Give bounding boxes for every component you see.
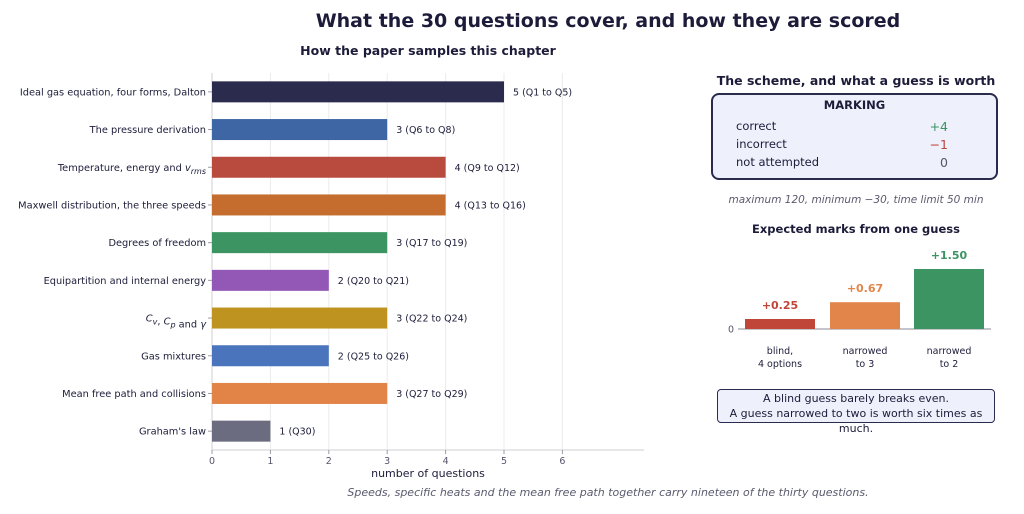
bar-value-label: 3 (Q27 to Q29) (396, 389, 467, 400)
scheme-limits: maximum 120, minimum −30, time limit 50 … (728, 194, 984, 206)
guess-note-line2: A guess narrowed to two is worth six tim… (729, 407, 983, 435)
bar-value-label: 5 (Q1 to Q5) (513, 87, 572, 98)
bar (212, 307, 388, 329)
footer-note: Speeds, specific heats and the mean free… (347, 486, 869, 499)
guess-category-label: to 3 (856, 359, 875, 370)
category-label: Mean free path and collisions (62, 389, 206, 400)
guess-bar (830, 302, 900, 329)
category-label: Maxwell distribution, the three speeds (18, 200, 206, 211)
bar (212, 119, 388, 141)
category-label: Equipartition and internal energy (44, 276, 207, 287)
x-tick-label: 6 (559, 456, 565, 467)
guess-value-label: +0.25 (762, 299, 798, 312)
guess-category-label: narrowed (843, 346, 888, 357)
category-label: Gas mixtures (141, 351, 206, 362)
category-label: The pressure derivation (89, 125, 206, 136)
category-label: Temperature, energy and vrms (57, 163, 206, 176)
guess-value-label: +1.50 (931, 249, 968, 262)
page-title: What the 30 questions cover, and how the… (315, 10, 901, 32)
marking-label: not attempted (736, 155, 820, 169)
bar (212, 345, 329, 367)
guess-category-label: blind, (767, 346, 793, 357)
x-axis-label: number of questions (371, 467, 485, 480)
marking-box: MARKING correct +4 incorrect −1 not atte… (711, 93, 998, 180)
guess-value-label: +0.67 (847, 282, 883, 295)
category-label: Cv, Cp and γ (146, 314, 207, 331)
bar-value-label: 3 (Q22 to Q24) (396, 314, 467, 325)
marking-label: correct (736, 119, 777, 133)
coverage-bar-chart: How the paper samples this chapter 0 1 2 3 4 5… (18, 43, 644, 480)
x-tick-label: 2 (326, 456, 332, 467)
marking-value: 0 (940, 155, 948, 170)
bar-value-label: 3 (Q17 to Q19) (396, 238, 467, 249)
x-tick-label: 4 (443, 456, 449, 467)
x-tick-label: 0 (209, 456, 215, 467)
category-label: Graham's law (139, 427, 206, 438)
y-tick-label: 0 (728, 325, 734, 336)
marking-box-title: MARKING (823, 98, 886, 112)
guess-category-label: 4 options (758, 359, 802, 370)
bar (212, 194, 446, 216)
category-label: Ideal gas equation, four forms, Dalton (20, 87, 206, 98)
bar-chart-title: How the paper samples this chapter (300, 43, 556, 58)
bar (212, 382, 388, 404)
bar-value-label: 4 (Q13 to Q16) (455, 200, 526, 211)
bar (212, 420, 271, 442)
bar-value-label: 3 (Q6 to Q8) (396, 125, 455, 136)
bar-value-label: 1 (Q30) (279, 427, 315, 438)
x-tick-label: 1 (267, 456, 273, 467)
x-tick-label: 5 (501, 456, 507, 467)
guess-note: A blind guess barely breaks even. A gues… (717, 389, 995, 435)
bar (212, 232, 388, 254)
marking-value: +4 (929, 119, 948, 134)
marking-value: −1 (929, 137, 948, 152)
x-tick-label: 3 (384, 456, 390, 467)
category-label: Degrees of freedom (108, 238, 206, 249)
bar-value-label: 2 (Q20 to Q21) (338, 276, 409, 287)
guess-bar (745, 319, 815, 329)
scheme-title: The scheme, and what a guess is worth (716, 73, 996, 88)
bar (212, 81, 504, 103)
bar (212, 156, 446, 178)
guess-category-label: to 2 (940, 359, 959, 370)
expected-marks-title: Expected marks from one guess (752, 222, 960, 236)
bar-value-label: 4 (Q9 to Q12) (455, 163, 520, 174)
marking-label: incorrect (736, 137, 787, 151)
bar (212, 269, 329, 291)
guess-bar (914, 269, 984, 329)
bar-value-label: 2 (Q25 to Q26) (338, 351, 409, 362)
guess-note-line1: A blind guess barely breaks even. (763, 392, 949, 405)
guess-category-label: narrowed (927, 346, 972, 357)
